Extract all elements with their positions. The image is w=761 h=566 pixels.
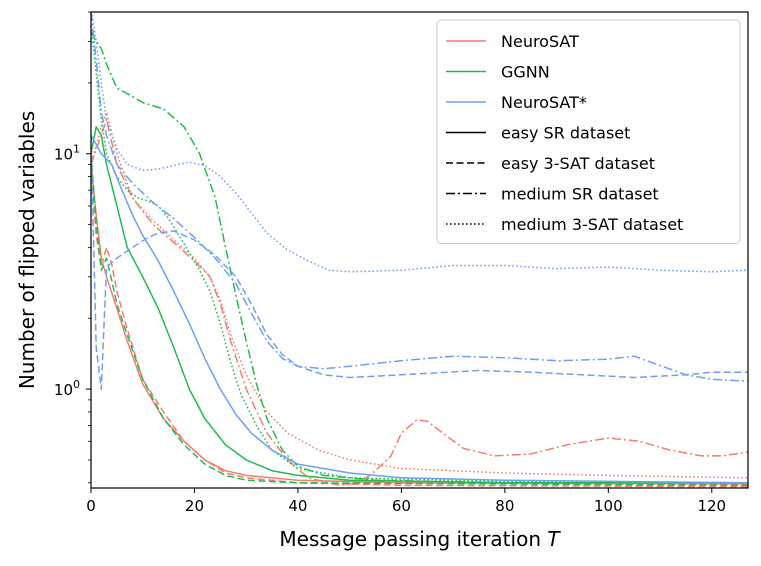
x-tick-label: 0	[86, 497, 96, 515]
y-axis: 100 101	[54, 11, 91, 484]
x-tick-label: 60	[392, 497, 411, 515]
x-tick-label: 120	[697, 497, 726, 515]
series-line-neurosat-medium-sr-dataset	[91, 118, 748, 487]
series-line-neurosat-easy-sr-dataset	[91, 134, 748, 484]
legend-label: GGNN	[501, 63, 550, 82]
legend-label: NeuroSAT*	[501, 93, 587, 112]
series-line-neurosat-easy-3-sat-dataset	[91, 135, 748, 390]
series-line-neurosat-easy-3-sat-dataset	[91, 164, 748, 488]
x-tick-label: 80	[495, 497, 514, 515]
legend-label: medium SR dataset	[501, 185, 659, 204]
y-tick-label: 100	[54, 378, 80, 399]
x-axis: 0 20 40 60 80 100 120	[86, 488, 726, 515]
plot-frame	[90, 11, 749, 489]
series-line-ggnn-easy-sr-dataset	[91, 126, 748, 484]
series-line-neurosat-medium-sr-dataset	[91, 12, 748, 382]
legend-label: medium 3-SAT dataset	[501, 215, 683, 234]
x-tick-label: 20	[185, 497, 204, 515]
legend: NeuroSAT GGNN NeuroSAT* easy SR dataset easy…	[436, 19, 741, 244]
series-line-ggnn-easy-3-sat-dataset	[91, 153, 748, 487]
legend-label: easy 3-SAT dataset	[501, 154, 655, 173]
x-axis-title: Message passing iteration T	[279, 527, 561, 551]
plot-series-group	[91, 12, 748, 488]
legend-label: easy SR dataset	[501, 124, 630, 143]
legend-box	[436, 19, 741, 244]
x-tick-label: 40	[288, 497, 307, 515]
x-tick-label: 100	[594, 497, 623, 515]
legend-label: NeuroSAT	[501, 32, 579, 51]
series-line-neurosat-easy-sr-dataset	[91, 164, 748, 485]
y-axis-title: Number of flipped variables	[15, 111, 39, 389]
series-line-ggnn-medium-sr-dataset	[91, 31, 748, 484]
y-tick-label: 101	[54, 143, 80, 164]
series-line-neurosat-medium-3-sat-dataset	[91, 111, 748, 479]
series-line-ggnn-medium-3-sat-dataset	[91, 25, 748, 484]
